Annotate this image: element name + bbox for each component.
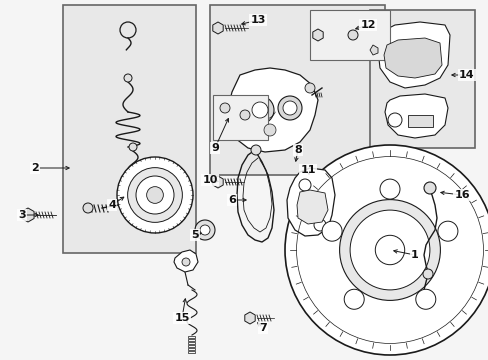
- Text: 9: 9: [211, 143, 219, 153]
- Circle shape: [305, 83, 314, 93]
- Bar: [187, 351, 195, 353]
- Bar: [187, 336, 195, 338]
- Text: 8: 8: [293, 145, 301, 155]
- Bar: [187, 348, 195, 350]
- Circle shape: [200, 225, 209, 235]
- Polygon shape: [384, 94, 447, 138]
- Circle shape: [298, 179, 310, 191]
- Circle shape: [117, 157, 193, 233]
- Text: 1: 1: [410, 250, 418, 260]
- Circle shape: [349, 210, 429, 290]
- Circle shape: [437, 221, 457, 241]
- Circle shape: [374, 235, 404, 265]
- Polygon shape: [244, 312, 255, 324]
- Circle shape: [379, 179, 399, 199]
- Polygon shape: [227, 68, 317, 152]
- Circle shape: [387, 113, 401, 127]
- Polygon shape: [383, 38, 441, 78]
- Bar: [407, 115, 432, 127]
- Text: 15: 15: [174, 313, 189, 323]
- Circle shape: [124, 74, 132, 82]
- Circle shape: [415, 289, 435, 309]
- Text: 4: 4: [108, 200, 116, 210]
- Circle shape: [220, 103, 229, 113]
- Text: 2: 2: [31, 163, 39, 173]
- Text: 12: 12: [360, 20, 375, 30]
- Bar: [309, 10, 389, 60]
- Bar: [187, 342, 195, 344]
- Circle shape: [313, 219, 325, 231]
- Polygon shape: [296, 190, 327, 224]
- Circle shape: [127, 168, 182, 222]
- Circle shape: [182, 258, 190, 266]
- Text: 16: 16: [453, 190, 469, 200]
- Polygon shape: [369, 45, 377, 55]
- Polygon shape: [22, 208, 34, 222]
- Circle shape: [136, 176, 174, 214]
- Text: 5: 5: [191, 230, 199, 240]
- Text: 14: 14: [458, 70, 474, 80]
- Circle shape: [129, 143, 137, 151]
- Bar: [187, 345, 195, 347]
- Circle shape: [339, 199, 440, 300]
- Circle shape: [245, 96, 273, 124]
- Circle shape: [423, 182, 435, 194]
- Text: 3: 3: [18, 210, 26, 220]
- Bar: [63, 5, 196, 253]
- Circle shape: [195, 220, 215, 240]
- Text: 10: 10: [202, 175, 217, 185]
- Circle shape: [283, 101, 296, 115]
- Polygon shape: [174, 250, 198, 272]
- Bar: [187, 339, 195, 341]
- Polygon shape: [212, 22, 223, 34]
- Circle shape: [278, 96, 302, 120]
- Circle shape: [240, 110, 249, 120]
- Polygon shape: [312, 29, 323, 41]
- Circle shape: [83, 203, 93, 213]
- Bar: [213, 95, 267, 140]
- Circle shape: [251, 102, 267, 118]
- Text: 11: 11: [300, 165, 315, 175]
- Polygon shape: [286, 168, 334, 236]
- Polygon shape: [377, 22, 449, 88]
- Circle shape: [250, 145, 261, 155]
- Circle shape: [347, 30, 357, 40]
- Circle shape: [264, 124, 275, 136]
- Text: 7: 7: [259, 323, 266, 333]
- Bar: [209, 5, 384, 175]
- Circle shape: [146, 186, 163, 203]
- Polygon shape: [212, 176, 223, 188]
- Bar: [369, 10, 474, 148]
- Circle shape: [322, 221, 342, 241]
- Text: 13: 13: [250, 15, 265, 25]
- Circle shape: [344, 289, 364, 309]
- Text: 6: 6: [227, 195, 235, 205]
- Circle shape: [422, 269, 432, 279]
- Circle shape: [285, 145, 488, 355]
